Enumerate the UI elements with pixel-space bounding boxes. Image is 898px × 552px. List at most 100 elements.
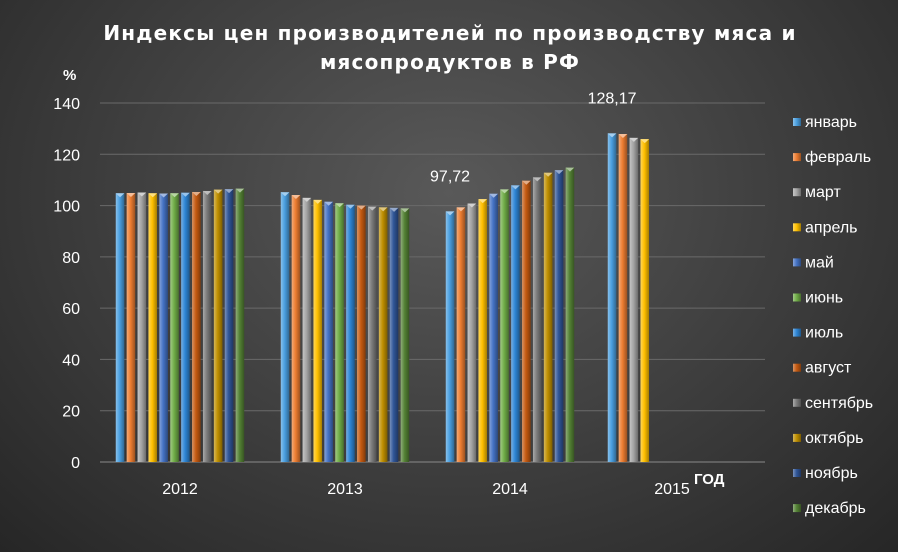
legend-swatch [793, 293, 801, 302]
bar [511, 185, 520, 462]
bar [181, 192, 190, 462]
bar-cap [324, 201, 333, 206]
y-tick-label: 100 [53, 199, 80, 216]
legend-item: май [793, 254, 834, 271]
legend-swatch [793, 328, 801, 337]
y-tick-label: 20 [62, 404, 80, 421]
legend-label: декабрь [805, 500, 866, 517]
bar-cap [280, 192, 290, 197]
legend-item: ноябрь [793, 465, 858, 482]
legend-swatch [793, 433, 801, 442]
bar [543, 172, 553, 462]
bar [192, 191, 201, 462]
bar-cap [618, 134, 628, 139]
legend-item: октябрь [793, 430, 863, 447]
bar [389, 207, 399, 462]
legend-label: сентябрь [805, 395, 873, 412]
data-label: 128,17 [588, 90, 637, 107]
bar [500, 189, 509, 462]
legend-swatch [793, 504, 801, 513]
bar-cap [346, 204, 355, 209]
legend-label: июнь [805, 290, 843, 307]
legend-item: июль [793, 325, 843, 342]
legend-swatch [793, 118, 801, 126]
legend: январь февраль март апрель май июнь июль август… [793, 114, 873, 517]
data-label: 97,72 [430, 168, 470, 185]
legend-swatch [793, 188, 801, 197]
bar [554, 170, 564, 463]
legend-item: декабрь [793, 500, 866, 517]
bar-cap [378, 207, 388, 212]
legend-label: июль [805, 325, 843, 342]
bar [456, 207, 466, 462]
bar [640, 139, 650, 462]
y-tick-label: 120 [53, 147, 80, 164]
bar-cap [456, 207, 466, 212]
bar-cap [213, 189, 223, 194]
bar [607, 133, 617, 462]
data-labels: 97,72 128,17 [430, 90, 637, 185]
bar [137, 192, 147, 462]
bar-cap [445, 211, 455, 216]
bar-cap [357, 205, 366, 210]
bar [489, 193, 498, 463]
bar [224, 189, 234, 462]
bar-cap [640, 139, 650, 144]
bar-cap [224, 189, 234, 194]
bar-cap [235, 188, 245, 193]
y-tick-label: 80 [62, 250, 80, 267]
bar [148, 193, 158, 462]
bar [629, 137, 639, 463]
bar [618, 134, 628, 462]
y-tick-label: 0 [71, 455, 80, 472]
bar [400, 208, 410, 462]
bar [159, 193, 168, 462]
bar-cap [302, 197, 312, 202]
bar-cap [313, 199, 323, 204]
bar [202, 190, 212, 462]
bar [565, 167, 575, 462]
bar-cap [565, 167, 575, 172]
legend-item: август [793, 360, 852, 377]
legend-item: февраль [793, 149, 871, 166]
legend-label: май [805, 254, 834, 271]
bar [235, 188, 245, 462]
bar-cap [554, 170, 564, 175]
bar-cap [607, 133, 617, 138]
bar [126, 193, 136, 463]
chart-title-line-2: мясопродуктов в РФ [320, 50, 580, 74]
bar-cap [202, 190, 212, 195]
y-axis-ticks: 0 20 40 60 80 100 120 140 [53, 96, 80, 472]
bar-cap [181, 192, 190, 197]
bars [115, 133, 650, 463]
legend-swatch [793, 223, 801, 232]
bar [367, 206, 377, 462]
bar [467, 203, 477, 462]
bar [445, 211, 455, 462]
legend-label: февраль [805, 149, 871, 166]
bar [346, 204, 355, 463]
bar [313, 199, 323, 462]
x-tick-label: 2015 [654, 481, 690, 498]
bar [357, 205, 366, 463]
bar-cap [137, 192, 147, 197]
bar-cap [511, 185, 520, 190]
legend-item: март [793, 184, 841, 201]
bar-cap [467, 203, 477, 208]
bar [324, 201, 333, 462]
bar-cap [159, 193, 168, 198]
bar-cap [170, 193, 179, 198]
bar [478, 199, 488, 463]
bar-cap [192, 191, 201, 196]
bar [522, 180, 531, 462]
legend-label: апрель [805, 219, 858, 236]
bar-cap [400, 208, 410, 213]
bar [335, 203, 344, 463]
legend-swatch [793, 398, 801, 407]
y-axis-label: % [63, 67, 76, 84]
legend-label: ноябрь [805, 465, 858, 482]
chart-title-line-1: Индексы цен производителей по производст… [103, 21, 796, 45]
x-tick-label: 2013 [327, 481, 363, 498]
bar-cap [389, 207, 399, 212]
